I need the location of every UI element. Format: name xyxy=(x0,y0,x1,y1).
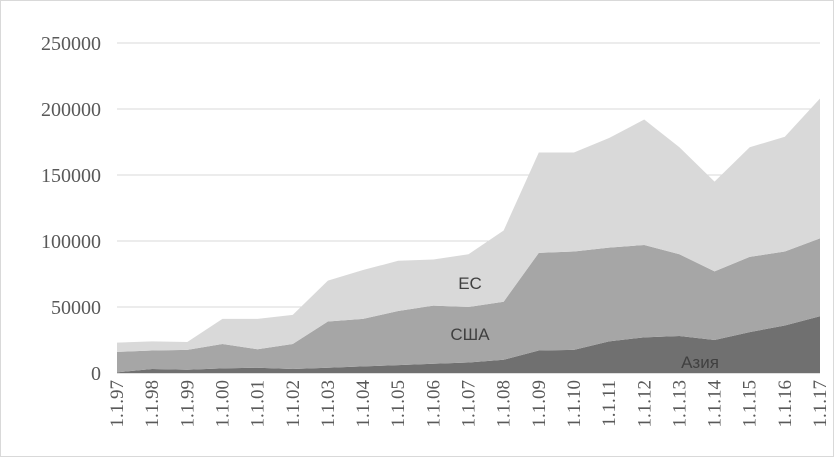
area xyxy=(117,238,820,373)
series-label: США xyxy=(450,325,490,344)
y-tick-label: 50000 xyxy=(51,297,101,319)
x-tick-label: 1.1.03 xyxy=(318,380,339,428)
x-tick-label: 1.1.10 xyxy=(564,380,585,428)
x-tick-label: 1.1.13 xyxy=(669,380,690,428)
labels: ЕС США Азия xyxy=(450,274,719,372)
x-tick-label: 1.1.14 xyxy=(705,380,726,428)
x-tick-label: 1.1.98 xyxy=(142,380,163,428)
x-tick-label: 1.1.15 xyxy=(740,380,761,428)
series-label: Азия xyxy=(681,353,719,372)
x-tick-label: 1.1.99 xyxy=(177,380,198,428)
x-tick-label: 1.1.08 xyxy=(494,380,515,428)
x-tick-label: 1.1.00 xyxy=(212,380,233,428)
areas xyxy=(117,98,820,373)
x-tick-label: 1.1.12 xyxy=(634,380,655,428)
y-tick-label: 100000 xyxy=(41,231,101,253)
x-tick-label: 1.1.97 xyxy=(107,380,128,428)
x-tick-label: 1.1.04 xyxy=(353,380,374,428)
area xyxy=(117,316,820,373)
y-tick-label: 0 xyxy=(91,363,101,385)
y-tick-label: 250000 xyxy=(41,33,101,55)
area xyxy=(117,98,820,352)
x-tick-label: 1.1.07 xyxy=(459,380,480,428)
x-tick-label: 1.1.09 xyxy=(529,380,550,428)
x-tick-label: 1.1.02 xyxy=(283,380,304,428)
x-tick-label: 1.1.17 xyxy=(810,380,831,428)
y-tick-label: 200000 xyxy=(41,99,101,121)
y-tick-label: 150000 xyxy=(41,165,101,187)
x-tick-label: 1.1.05 xyxy=(388,380,409,428)
x-tick-label: 1.1.06 xyxy=(423,380,444,428)
x-tick-label: 1.1.16 xyxy=(775,380,796,428)
series-label: ЕС xyxy=(458,274,482,293)
x-tick-label: 1.1.01 xyxy=(248,380,269,428)
x-tick-label: 1.1.11 xyxy=(599,380,620,427)
